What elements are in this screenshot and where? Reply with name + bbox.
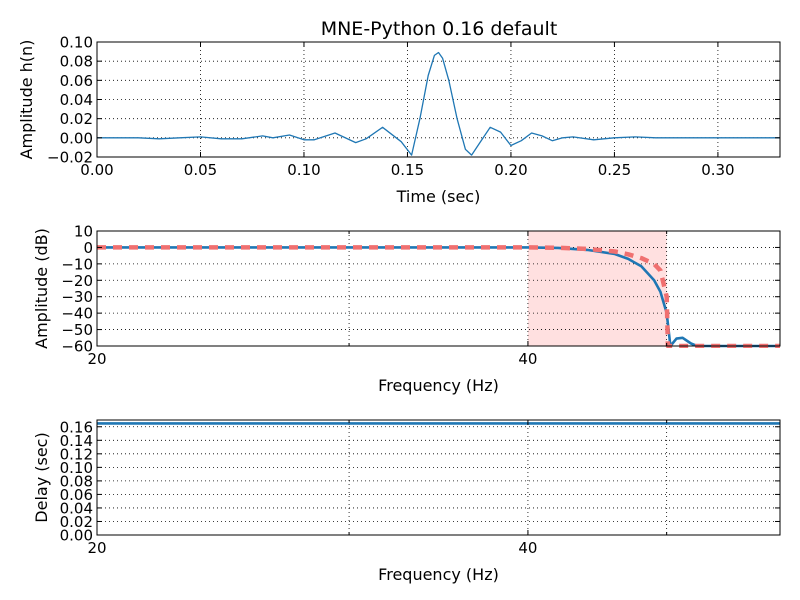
x-tick-label: 0.15	[391, 161, 424, 179]
ideal-response-line	[97, 245, 780, 348]
x-axis-label: Time (sec)	[396, 187, 481, 206]
y-tick-label: 0.10	[60, 34, 93, 52]
x-tick-label: 0.30	[701, 161, 734, 179]
group-delay-panel: 20 40 0.000.020.040.060.080.100.120.140.16…	[32, 418, 781, 584]
chart-title: MNE-Python 0.16 default	[321, 18, 558, 40]
x-axis-label: Frequency (Hz)	[378, 565, 499, 584]
y-tick-label: 0.02	[60, 513, 93, 531]
y-tick-label: 0.08	[60, 53, 93, 71]
y-tick-label: 0.14	[60, 432, 93, 450]
y-axis-label: Amplitude (dB)	[32, 228, 51, 349]
x-tick-label: 20	[87, 539, 106, 557]
y-tick-label: 0.10	[60, 459, 93, 477]
y-tick-label: 0.04	[60, 91, 93, 109]
y-axis-label: Delay (sec)	[32, 432, 51, 522]
y-tick-label: −40	[61, 305, 93, 323]
x-tick-label: 0.10	[287, 161, 320, 179]
filter-response-line	[97, 51, 780, 156]
y-tick-label: 0.08	[60, 472, 93, 490]
y-axis-label: Amplitude h(n)	[17, 40, 36, 160]
y-tick-label: −30	[61, 288, 93, 306]
y-tick-label: 0.06	[60, 486, 93, 504]
y-tick-label: −50	[61, 321, 93, 339]
y-tick-label: 0.04	[60, 499, 93, 517]
x-tick-label: 40	[518, 350, 537, 368]
x-tick-label: 40	[518, 539, 537, 557]
y-tick-label: 0.16	[60, 418, 93, 436]
y-tick-label: 0.00	[60, 129, 93, 147]
y-tick-label: −20	[61, 272, 93, 290]
y-tick-label: 0	[83, 239, 93, 257]
axes-frame	[96, 230, 781, 347]
y-tick-label: −10	[61, 255, 93, 273]
axes-frame	[96, 419, 781, 536]
x-axis-label: Frequency (Hz)	[378, 376, 499, 395]
x-tick-label: 0.00	[80, 161, 113, 179]
x-tick-label: 0.20	[494, 161, 527, 179]
y-tick-label: −0.02	[47, 149, 93, 167]
y-tick-label: 0.06	[60, 72, 93, 90]
x-tick-label: 0.05	[184, 161, 217, 179]
magnitude-response-panel: 20 40 100−10−20−30−40−50−60 Frequency (Hz) A…	[32, 223, 781, 395]
y-tick-label: 0.12	[60, 445, 93, 463]
x-tick-label: 20	[87, 350, 106, 368]
y-tick-label: −60	[61, 338, 93, 356]
y-tick-label: 10	[74, 223, 93, 241]
impulse-response-panel: 0.00 0.05 0.10 0.15 0.20 0.25 0.30−0.020.000.0…	[17, 34, 781, 206]
y-tick-label: 0.00	[60, 527, 93, 545]
x-tick-label: 0.25	[598, 161, 631, 179]
y-tick-label: 0.02	[60, 110, 93, 128]
